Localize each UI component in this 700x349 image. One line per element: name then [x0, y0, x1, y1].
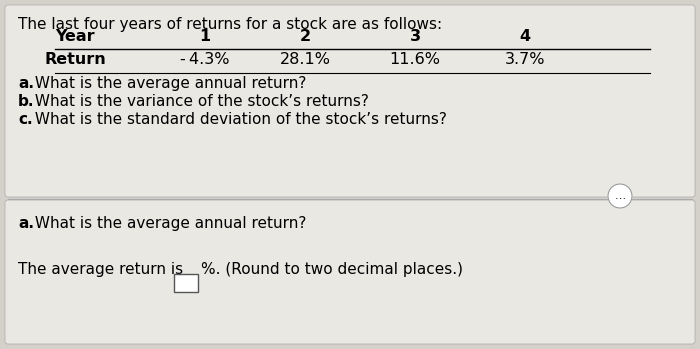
Text: b.: b. [18, 94, 34, 109]
Text: …: … [615, 191, 626, 201]
Text: a.: a. [18, 216, 34, 231]
Circle shape [608, 184, 632, 208]
Text: What is the average annual return?: What is the average annual return? [30, 76, 307, 91]
Text: What is the variance of the stock’s returns?: What is the variance of the stock’s retu… [30, 94, 369, 109]
Text: The average return is: The average return is [18, 262, 183, 277]
Text: c.: c. [18, 112, 33, 127]
Text: 3: 3 [410, 29, 421, 44]
Text: %. (Round to two decimal places.): %. (Round to two decimal places.) [201, 262, 463, 277]
Text: 4: 4 [519, 29, 531, 44]
Text: What is the average annual return?: What is the average annual return? [30, 216, 307, 231]
Text: The last four years of returns for a stock are as follows:: The last four years of returns for a sto… [18, 17, 442, 32]
Text: a.: a. [18, 76, 34, 91]
FancyBboxPatch shape [174, 274, 198, 292]
FancyBboxPatch shape [5, 200, 695, 344]
Text: 28.1%: 28.1% [279, 52, 330, 67]
Text: What is the standard deviation of the stock’s returns?: What is the standard deviation of the st… [30, 112, 447, 127]
Text: 11.6%: 11.6% [389, 52, 440, 67]
Text: 3.7%: 3.7% [505, 52, 545, 67]
Text: Year: Year [55, 29, 94, 44]
Text: 2: 2 [300, 29, 311, 44]
Text: - 4.3%: - 4.3% [181, 52, 230, 67]
Text: Return: Return [44, 52, 106, 67]
Text: 1: 1 [199, 29, 211, 44]
FancyBboxPatch shape [5, 5, 695, 197]
